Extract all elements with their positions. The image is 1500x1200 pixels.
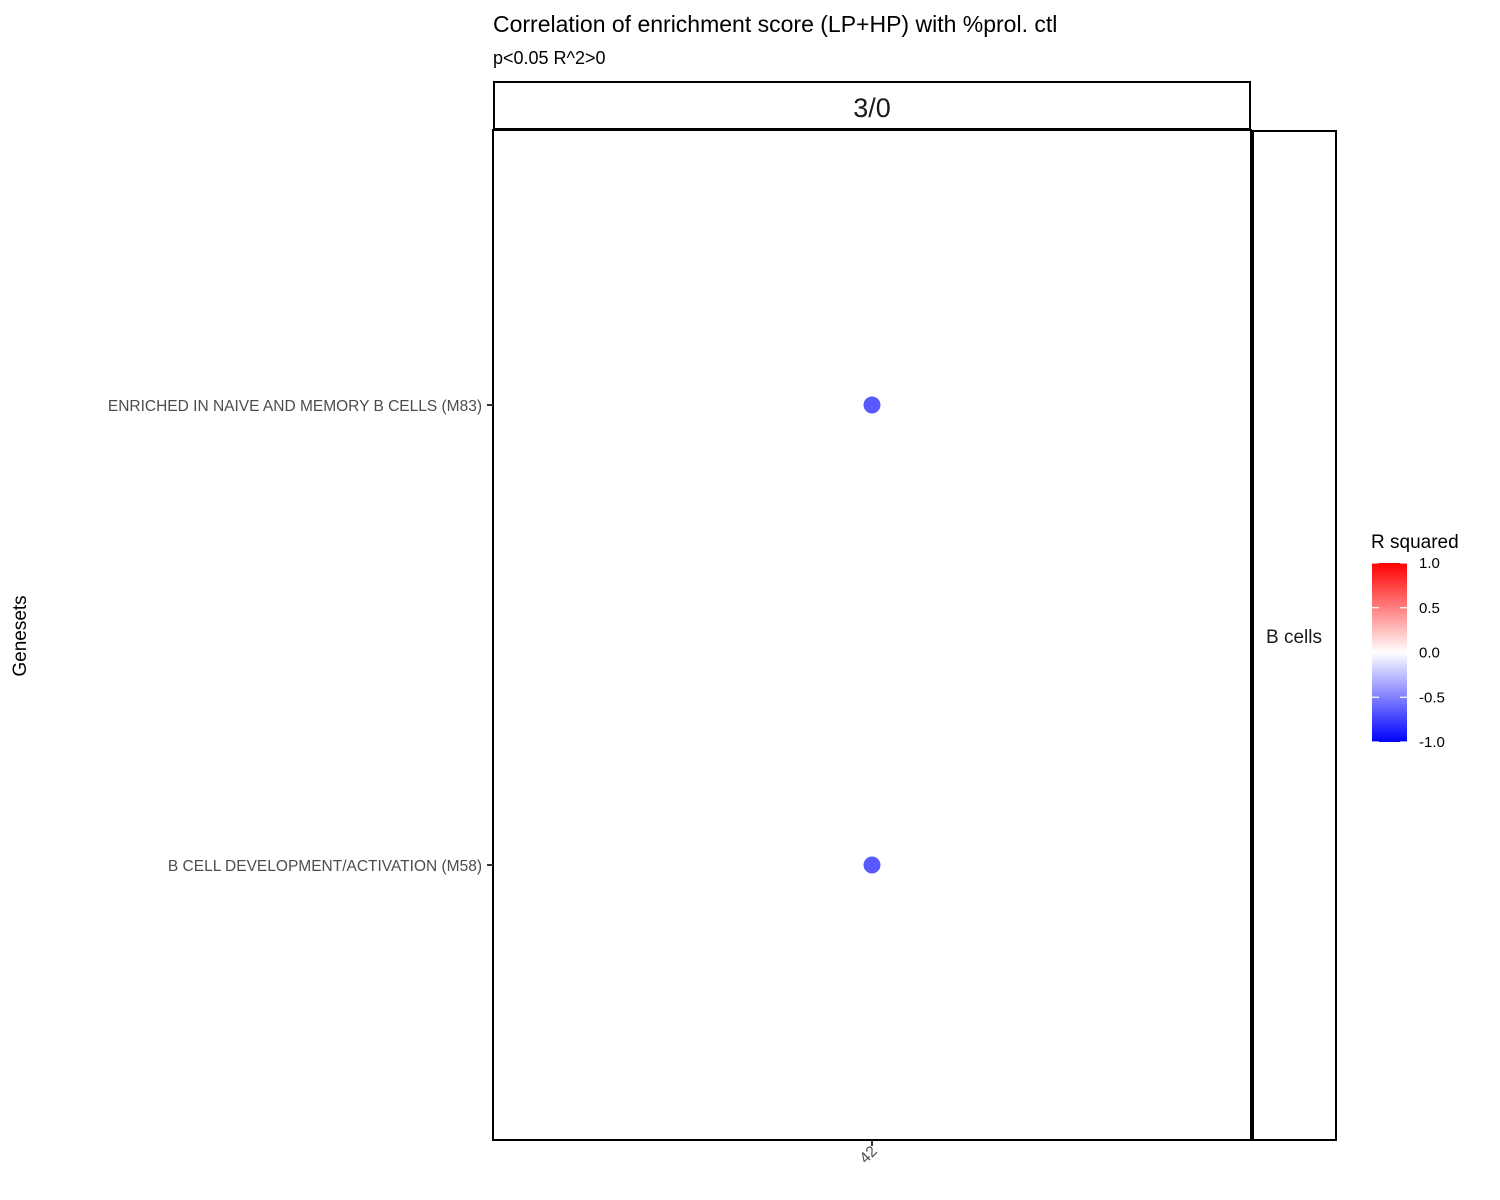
x-axis: 42 [857, 1140, 881, 1167]
legend-tick-label: 0.0 [1419, 645, 1440, 662]
y-tick-label: B CELL DEVELOPMENT/ACTIVATION (M58) [168, 858, 482, 875]
chart-title: Correlation of enrichment score (LP+HP) … [493, 11, 1057, 37]
row-facet-strip [1252, 130, 1337, 1141]
legend-tick-label: -1.0 [1419, 734, 1445, 751]
column-facet-label: 3/0 [853, 93, 891, 123]
chart-subtitle: p<0.05 R^2>0 [493, 48, 606, 68]
legend-tick-label: 0.5 [1419, 600, 1440, 617]
legend-ticks: 1.0 0.5 0.0 -0.5 -1.0 [1372, 555, 1445, 751]
legend-tick-label: -0.5 [1419, 689, 1445, 706]
row-facet-label: B cells [1266, 627, 1322, 648]
legend-tick-label: 1.0 [1419, 555, 1440, 572]
legend: R squared 1.0 0.5 0.0 -0.5 -1.0 [1371, 532, 1459, 751]
y-tick-label: ENRICHED IN NAIVE AND MEMORY B CELLS (M8… [108, 398, 482, 415]
x-tick-label: 42 [857, 1143, 881, 1167]
y-axis-label: Genesets [10, 595, 31, 676]
data-point [863, 396, 881, 414]
plot-panel [492, 129, 1252, 1141]
legend-title: R squared [1371, 532, 1459, 553]
data-points [863, 396, 881, 874]
data-point [863, 856, 881, 874]
y-axis: ENRICHED IN NAIVE AND MEMORY B CELLS (M8… [108, 398, 493, 875]
column-facet-strip [493, 81, 1251, 130]
